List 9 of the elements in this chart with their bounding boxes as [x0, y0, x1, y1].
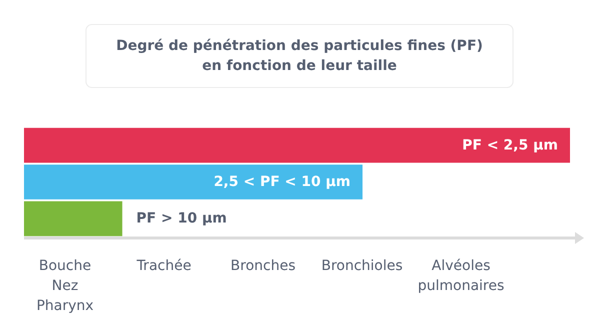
- y-tick-label: PF > 10 µm: [136, 210, 227, 227]
- text: Bouche Nez Pharynx: [36, 258, 94, 314]
- text: Bronches: [230, 258, 296, 274]
- y-tick-label: 2,5 < PF < 10 µm: [214, 174, 351, 190]
- text: Alvéoles pulmonaires: [418, 258, 504, 294]
- text: Trachée: [136, 258, 192, 274]
- chart-title: Degré de pénétration des particules fines (PF) en fonction de leur taille: [116, 38, 483, 74]
- text: Bronchioles: [321, 258, 403, 274]
- y-tick-label: PF < 2,5 µm: [462, 137, 558, 154]
